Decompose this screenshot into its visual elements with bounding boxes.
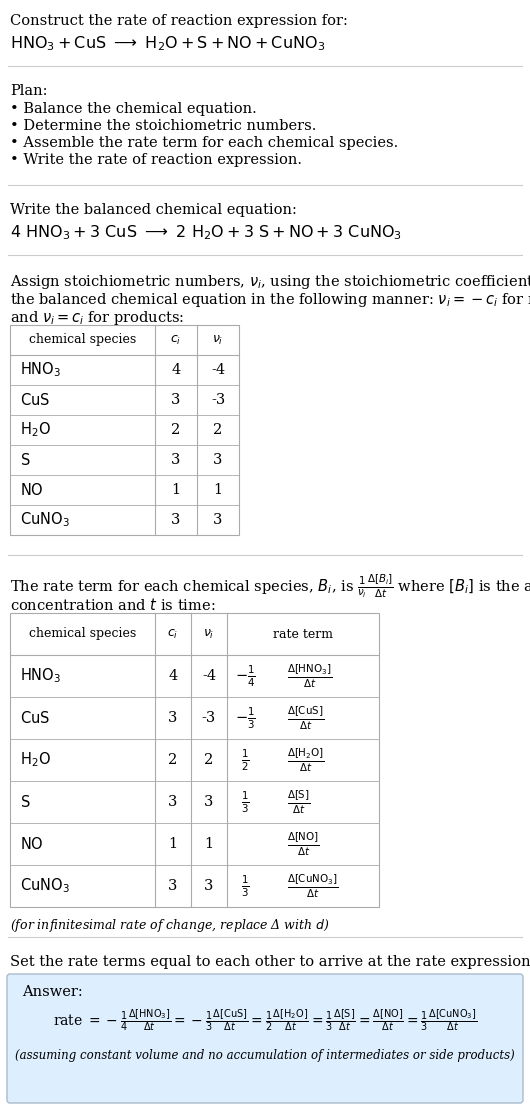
Text: $\mathrm{S}$: $\mathrm{S}$ [20,794,31,810]
Text: 3: 3 [169,879,178,893]
Text: $\frac{\Delta[\mathrm{CuNO_3}]}{\Delta t}$: $\frac{\Delta[\mathrm{CuNO_3}]}{\Delta t… [287,872,338,900]
FancyBboxPatch shape [7,974,523,1102]
Text: 2: 2 [171,423,181,437]
Text: -4: -4 [202,669,216,683]
Text: 3: 3 [171,393,181,407]
Text: $-\frac{1}{3}$: $-\frac{1}{3}$ [235,706,255,730]
Text: 2: 2 [169,753,178,767]
Text: 1: 1 [169,837,178,851]
Text: rate $= -\frac{1}{4}\frac{\Delta[\mathrm{HNO_3}]}{\Delta t}= -\frac{1}{3}\frac{\: rate $= -\frac{1}{4}\frac{\Delta[\mathrm… [53,1007,477,1033]
Text: rate term: rate term [273,627,333,640]
Text: $\mathrm{CuNO_3}$: $\mathrm{CuNO_3}$ [20,876,70,895]
Text: chemical species: chemical species [29,334,136,347]
Text: $\mathrm{CuS}$: $\mathrm{CuS}$ [20,392,50,408]
Text: 3: 3 [204,796,214,809]
Text: • Balance the chemical equation.: • Balance the chemical equation. [10,102,257,116]
Text: 3: 3 [204,879,214,893]
Bar [10,325,239,535]
Text: 1: 1 [171,483,181,497]
Text: (assuming constant volume and no accumulation of intermediates or side products): (assuming constant volume and no accumul… [15,1049,515,1061]
Text: 3: 3 [171,513,181,527]
Text: 4: 4 [169,669,178,683]
Text: Set the rate terms equal to each other to arrive at the rate expression:: Set the rate terms equal to each other t… [10,955,530,970]
Text: $\mathrm{HNO_3 + CuS\ \longrightarrow\ H_2O + S + NO + CuNO_3}$: $\mathrm{HNO_3 + CuS\ \longrightarrow\ H… [10,34,325,53]
Text: 3: 3 [169,711,178,725]
Text: (for infinitesimal rate of change, replace Δ with $d$): (for infinitesimal rate of change, repla… [10,917,330,934]
Text: Answer:: Answer: [22,985,83,999]
Bar [10,613,379,907]
Text: $\mathrm{NO}$: $\mathrm{NO}$ [20,837,43,852]
Text: and $\nu_i = c_i$ for products:: and $\nu_i = c_i$ for products: [10,309,184,327]
Text: 3: 3 [213,453,223,466]
Text: $c_i$: $c_i$ [167,627,179,640]
Text: $-\frac{1}{4}$: $-\frac{1}{4}$ [235,664,255,689]
Text: Plan:: Plan: [10,84,48,98]
Text: 3: 3 [213,513,223,527]
Text: concentration and $t$ is time:: concentration and $t$ is time: [10,597,216,613]
Text: $\frac{1}{3}$: $\frac{1}{3}$ [241,873,249,899]
Text: • Determine the stoichiometric numbers.: • Determine the stoichiometric numbers. [10,119,316,133]
Text: $\nu_i$: $\nu_i$ [204,627,215,640]
Text: • Write the rate of reaction expression.: • Write the rate of reaction expression. [10,153,302,167]
Text: 4: 4 [171,363,181,377]
Text: 1: 1 [214,483,223,497]
Text: $\mathrm{NO}$: $\mathrm{NO}$ [20,482,43,497]
Text: $\frac{\Delta[\mathrm{H_2O}]}{\Delta t}$: $\frac{\Delta[\mathrm{H_2O}]}{\Delta t}$ [287,747,325,773]
Text: $\mathrm{H_2O}$: $\mathrm{H_2O}$ [20,421,51,440]
Text: $c_i$: $c_i$ [170,334,182,347]
Text: $\mathrm{4\ HNO_3 + 3\ CuS\ \longrightarrow\ 2\ H_2O + 3\ S + NO + 3\ CuNO_3}$: $\mathrm{4\ HNO_3 + 3\ CuS\ \longrightar… [10,223,402,242]
Text: The rate term for each chemical species, $B_i$, is $\frac{1}{\nu_i}\frac{\Delta[: The rate term for each chemical species,… [10,573,530,601]
Text: $\nu_i$: $\nu_i$ [213,334,224,347]
Text: 2: 2 [214,423,223,437]
Text: -3: -3 [211,393,225,407]
Text: $\mathrm{H_2O}$: $\mathrm{H_2O}$ [20,750,51,769]
Text: 3: 3 [169,796,178,809]
Text: -4: -4 [211,363,225,377]
Text: 1: 1 [205,837,214,851]
Text: $\mathrm{HNO_3}$: $\mathrm{HNO_3}$ [20,360,61,379]
Text: $\frac{1}{2}$: $\frac{1}{2}$ [241,747,249,772]
Text: $\mathrm{S}$: $\mathrm{S}$ [20,452,31,468]
Text: -3: -3 [202,711,216,725]
Text: $\frac{\Delta[\mathrm{HNO_3}]}{\Delta t}$: $\frac{\Delta[\mathrm{HNO_3}]}{\Delta t}… [287,663,332,689]
Text: 2: 2 [205,753,214,767]
Text: $\mathrm{CuNO_3}$: $\mathrm{CuNO_3}$ [20,511,70,530]
Text: $\frac{\Delta[\mathrm{CuS}]}{\Delta t}$: $\frac{\Delta[\mathrm{CuS}]}{\Delta t}$ [287,705,324,731]
Text: 3: 3 [171,453,181,466]
Text: $\mathrm{CuS}$: $\mathrm{CuS}$ [20,710,50,726]
Text: Write the balanced chemical equation:: Write the balanced chemical equation: [10,203,297,217]
Text: $\frac{\Delta[\mathrm{NO}]}{\Delta t}$: $\frac{\Delta[\mathrm{NO}]}{\Delta t}$ [287,830,320,858]
Text: the balanced chemical equation in the following manner: $\nu_i = -c_i$ for react: the balanced chemical equation in the fo… [10,291,530,309]
Text: $\frac{\Delta[\mathrm{S}]}{\Delta t}$: $\frac{\Delta[\mathrm{S}]}{\Delta t}$ [287,788,311,815]
Text: $\mathrm{HNO_3}$: $\mathrm{HNO_3}$ [20,667,61,686]
Text: $\frac{1}{3}$: $\frac{1}{3}$ [241,789,249,814]
Text: chemical species: chemical species [29,627,136,640]
Text: Construct the rate of reaction expression for:: Construct the rate of reaction expressio… [10,14,348,28]
Text: Assign stoichiometric numbers, $\nu_i$, using the stoichiometric coefficients, $: Assign stoichiometric numbers, $\nu_i$, … [10,273,530,291]
Text: • Assemble the rate term for each chemical species.: • Assemble the rate term for each chemic… [10,136,398,150]
